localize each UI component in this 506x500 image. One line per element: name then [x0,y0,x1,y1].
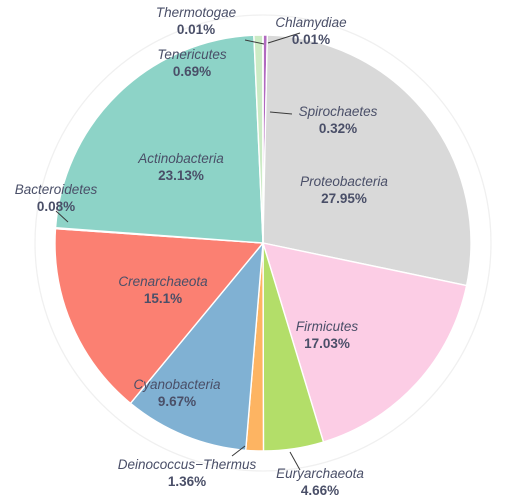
slice-name-thermotogae: Thermotogae [156,5,236,20]
slice-name-tenericutes: Tenericutes [157,47,227,62]
slice-name-actinobacteria: Actinobacteria [137,151,224,166]
leader-line-euryarchaeota [289,451,301,471]
slice-percent-proteobacteria: 27.95% [321,191,367,206]
slice-percent-euryarchaeota: 4.66% [301,483,339,498]
slice-label-actinobacteria: Actinobacteria 23.13% [137,151,224,183]
slice-percent-bacteroidetes: 0.08% [37,199,75,214]
leader-line-deinococcus-thermus [231,445,246,457]
slice-label-euryarchaeota: Euryarchaeota 4.66% [276,466,364,498]
slice-percent-actinobacteria: 23.13% [158,168,204,183]
slice-label-spirochaetes: Spirochaetes 0.32% [299,104,378,136]
outer-ring [34,14,492,472]
slice-label-bacteroidetes: Bacteroidetes 0.08% [15,182,98,214]
leader-line-bacteroidetes [55,210,69,223]
slice-percent-chlamydiae: 0.01% [292,32,330,47]
pie-slice-actinobacteria [54,34,264,244]
slice-label-cyanobacteria: Cyanobacteria 9.67% [133,377,221,409]
slice-name-deinococcus-thermus: Deinococcus−Thermus [118,457,257,472]
slice-label-deinococcus-thermus: Deinococcus−Thermus 1.36% [118,457,257,489]
slice-name-firmicutes: Firmicutes [296,319,359,334]
slice-label-firmicutes: Firmicutes 17.03% [296,319,359,351]
leader-lines [55,32,301,471]
slice-label-tenericutes: Tenericutes 0.69% [157,47,227,79]
leader-line-spirochaetes [269,111,293,115]
pie-slice-firmicutes [262,242,468,443]
slice-percent-spirochaetes: 0.32% [319,121,357,136]
slice-labels: Chlamydiae 0.01% Spirochaetes 0.32% Proteoba… [15,5,389,498]
slice-label-crenarchaeota: Crenarchaeota 15.1% [118,274,208,306]
slice-name-spirochaetes: Spirochaetes [299,104,378,119]
leader-line-thermotogae [244,39,265,45]
slice-percent-cyanobacteria: 9.67% [158,394,196,409]
pie-slice-proteobacteria [262,34,472,287]
slice-label-thermotogae: Thermotogae 0.01% [156,5,236,37]
slice-label-proteobacteria: Proteobacteria 27.95% [300,174,388,206]
pie-slices [54,34,472,452]
slice-name-cyanobacteria: Cyanobacteria [133,377,221,392]
leader-line-chlamydiae [267,32,301,44]
slice-percent-thermotogae: 0.01% [177,22,215,37]
slice-label-chlamydiae: Chlamydiae 0.01% [275,15,346,47]
slice-name-crenarchaeota: Crenarchaeota [118,274,208,289]
slice-name-proteobacteria: Proteobacteria [300,174,388,189]
slice-name-chlamydiae: Chlamydiae [275,15,346,30]
slice-percent-firmicutes: 17.03% [304,336,350,351]
slice-name-euryarchaeota: Euryarchaeota [276,466,364,481]
pie-slice-crenarchaeota [54,228,264,405]
slice-name-bacteroidetes: Bacteroidetes [15,182,98,197]
slice-percent-crenarchaeota: 15.1% [144,291,182,306]
slice-percent-deinococcus-thermus: 1.36% [168,474,206,489]
slice-percent-tenericutes: 0.69% [173,64,211,79]
